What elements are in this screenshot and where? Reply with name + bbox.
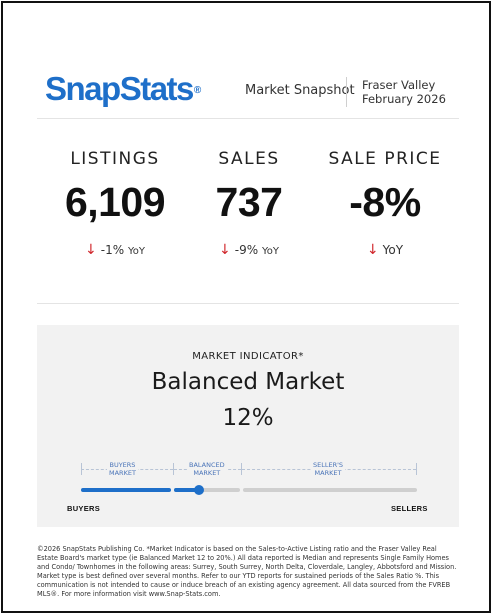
logo-registered-mark: ® bbox=[193, 85, 202, 96]
balanced-track-fill bbox=[174, 488, 198, 492]
listings-yoy: ↓ -1% YoY bbox=[45, 242, 185, 258]
section-divider bbox=[37, 303, 459, 304]
scale-tick bbox=[173, 463, 174, 475]
header-separator bbox=[346, 77, 347, 107]
buyers-market-label: BUYERS MARKET bbox=[107, 461, 138, 477]
buyers-track bbox=[81, 488, 171, 492]
logo-stats: Stats bbox=[119, 70, 195, 107]
sellers-market-label: SELLER'S MARKET bbox=[311, 461, 346, 477]
sale-price-yoy-suffix: YoY bbox=[382, 243, 404, 257]
market-indicator-panel: MARKET INDICATOR* Balanced Market 12% BU… bbox=[37, 325, 459, 527]
balanced-market-text: BALANCED MARKET bbox=[189, 461, 225, 477]
listings-change: -1% bbox=[100, 243, 125, 257]
header: SnapStats® Market Snapshot Fraser Valley… bbox=[37, 67, 459, 119]
sales-stat: SALES 737 ↓ -9% YoY bbox=[179, 149, 319, 258]
sales-yoy: ↓ -9% YoY bbox=[179, 242, 319, 258]
buyers-market-text: BUYERS MARKET bbox=[109, 461, 136, 477]
sellers-track bbox=[243, 488, 417, 492]
sale-price-label: SALE PRICE bbox=[328, 149, 442, 169]
balanced-market-label: BALANCED MARKET bbox=[187, 461, 227, 477]
market-indicator-label: MARKET INDICATOR* bbox=[192, 351, 304, 362]
market-ratio: 12% bbox=[222, 405, 274, 431]
market-type: Balanced Market bbox=[151, 369, 345, 395]
sales-yoy-suffix: YoY bbox=[261, 246, 279, 257]
sales-change: -9% bbox=[234, 243, 259, 257]
buyers-end-label: BUYERS bbox=[67, 504, 101, 513]
down-arrow-icon: ↓ bbox=[85, 242, 97, 258]
region-period: Fraser Valley February 2026 bbox=[362, 78, 446, 106]
listings-value: 6,109 bbox=[64, 179, 166, 225]
sale-price-stat: SALE PRICE -8% ↓ YoY bbox=[315, 149, 455, 258]
listings-stat: LISTINGS 6,109 ↓ -1% YoY bbox=[45, 149, 185, 258]
report-period: February 2026 bbox=[362, 92, 446, 106]
sale-price-yoy: ↓ YoY bbox=[315, 242, 455, 258]
scale-tick bbox=[416, 463, 417, 475]
scale-tick bbox=[241, 463, 242, 475]
sales-label: SALES bbox=[218, 149, 280, 169]
balanced-track bbox=[174, 488, 240, 492]
market-indicator-marker bbox=[194, 485, 204, 495]
down-arrow-icon: ↓ bbox=[219, 242, 231, 258]
down-arrow-icon: ↓ bbox=[366, 242, 379, 258]
logo-snap: Snap bbox=[45, 70, 121, 107]
disclaimer-footer: ©2026 SnapStats Publishing Co. *Market I… bbox=[37, 545, 457, 598]
sales-value: 737 bbox=[215, 179, 283, 225]
region-name: Fraser Valley bbox=[362, 78, 436, 92]
snapstats-logo: SnapStats® bbox=[45, 70, 202, 107]
sale-price-value: -8% bbox=[349, 179, 421, 225]
sellers-end-label: SELLERS bbox=[391, 504, 428, 513]
listings-yoy-suffix: YoY bbox=[127, 246, 145, 257]
listings-label: LISTINGS bbox=[70, 149, 160, 169]
market-scale: BUYERS MARKET BALANCED MARKET SELLER'S M… bbox=[67, 461, 427, 521]
report-title: Market Snapshot bbox=[245, 83, 355, 98]
sellers-market-text: SELLER'S MARKET bbox=[313, 461, 344, 477]
